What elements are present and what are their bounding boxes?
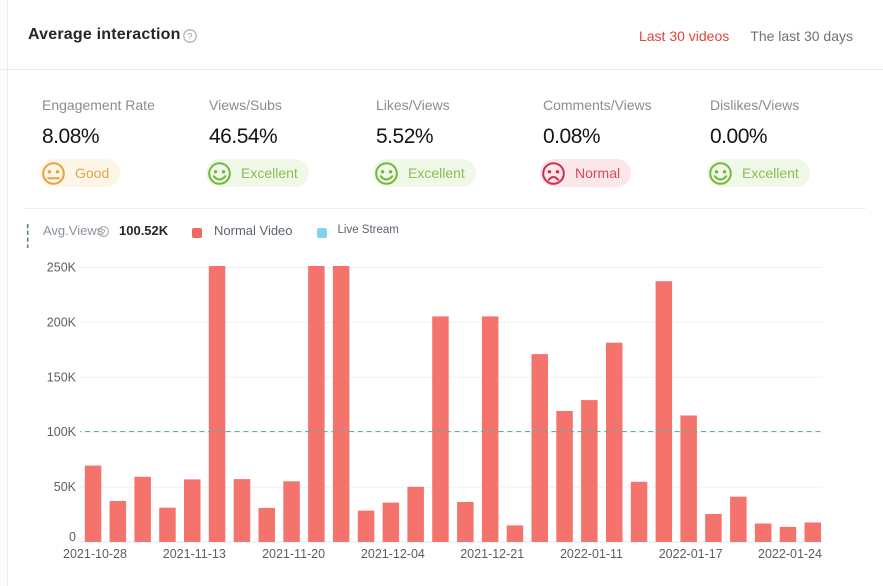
svg-text:2021-10-28: 2021-10-28	[63, 547, 127, 561]
svg-text:2022-01-11: 2022-01-11	[560, 547, 623, 561]
svg-text:2021-12-21: 2021-12-21	[460, 547, 524, 561]
svg-text:?: ?	[101, 227, 105, 236]
svg-text:100K: 100K	[47, 425, 77, 439]
svg-text:2021-11-20: 2021-11-20	[262, 547, 325, 561]
svg-text:2021-12-04: 2021-12-04	[361, 547, 425, 561]
svg-text:150K: 150K	[47, 370, 77, 384]
svg-text:50K: 50K	[54, 480, 77, 494]
svg-text:?: ?	[187, 31, 192, 42]
svg-text:250K: 250K	[47, 261, 77, 275]
svg-text:2021-11-13: 2021-11-13	[163, 547, 226, 561]
svg-text:0: 0	[69, 530, 76, 544]
svg-text:2022-01-24: 2022-01-24	[758, 547, 822, 561]
svg-text:200K: 200K	[47, 315, 77, 329]
svg-text:2022-01-17: 2022-01-17	[659, 547, 723, 561]
